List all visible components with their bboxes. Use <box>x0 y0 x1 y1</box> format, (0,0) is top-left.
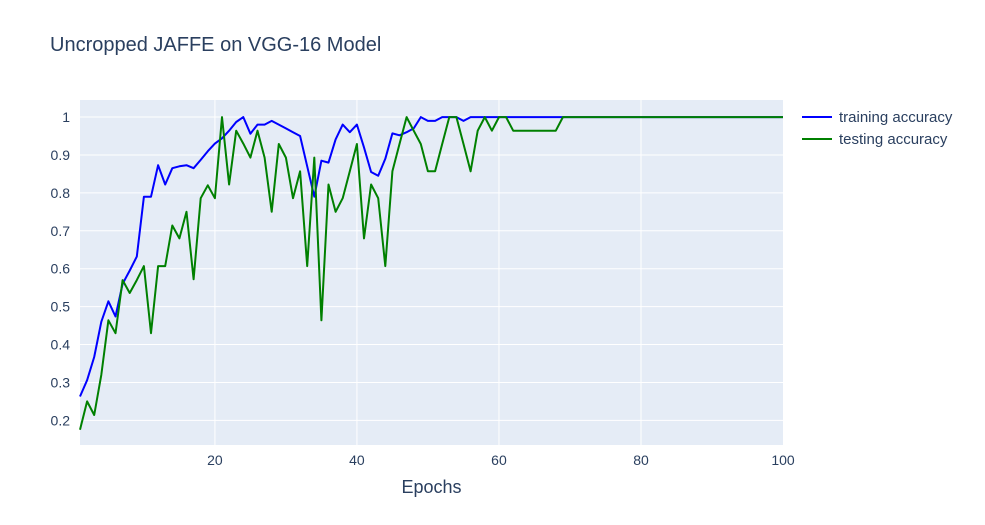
y-tick-label: 0.8 <box>51 185 71 201</box>
y-tick-label: 1 <box>62 109 70 125</box>
y-tick-label: 0.3 <box>51 374 71 390</box>
legend[interactable]: training accuracy testing accuracy <box>802 109 953 148</box>
x-axis-title: Epochs <box>401 477 461 497</box>
legend-item-2[interactable]: testing accuracy <box>802 131 948 148</box>
series-layer <box>79 116 783 431</box>
x-tick-label: 80 <box>633 452 649 468</box>
plot-area <box>80 100 783 445</box>
x-axis-ticks: 20 40 60 80 100 <box>207 452 795 468</box>
x-tick-label: 100 <box>771 452 795 468</box>
x-tick-label: 20 <box>207 452 223 468</box>
x-tick-label: 60 <box>491 452 507 468</box>
x-tick-label: 40 <box>349 452 365 468</box>
legend-label: training accuracy <box>839 109 953 126</box>
y-tick-label: 0.5 <box>51 299 71 315</box>
y-axis-ticks: 0.2 0.3 0.4 0.5 0.6 0.7 0.8 0.9 1 <box>51 109 71 428</box>
legend-item-1[interactable]: training accuracy <box>802 109 953 126</box>
y-tick-label: 0.9 <box>51 147 71 163</box>
y-tick-label: 0.4 <box>51 337 71 353</box>
y-tick-label: 0.7 <box>51 223 71 239</box>
legend-label: testing accuracy <box>839 131 948 148</box>
y-tick-label: 0.6 <box>51 261 71 277</box>
chart-title: Uncropped JAFFE on VGG-16 Model <box>50 34 381 56</box>
y-tick-label: 0.2 <box>51 412 71 428</box>
series-line-2 <box>79 116 783 431</box>
